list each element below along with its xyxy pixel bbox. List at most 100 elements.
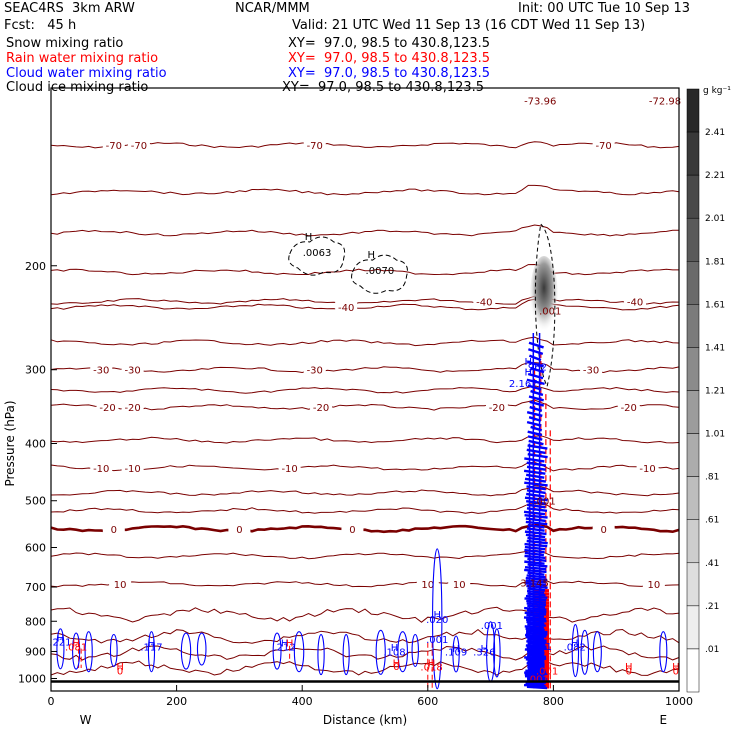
- axes: 0 200 400 600 800 100010009008007006005004003…: [3, 87, 693, 727]
- cloud-water-core: [526, 360, 544, 368]
- colorbar-swatch: [686, 174, 700, 219]
- x-tick-label: 200: [166, 695, 187, 708]
- cloud-water-contour: [411, 633, 419, 668]
- x-tick-label: 400: [292, 695, 313, 708]
- colorbar-label: 2.21: [705, 171, 725, 181]
- cloud-water-label: H: [571, 638, 579, 649]
- storm-label: -73.96: [524, 97, 556, 108]
- rain-label: .001: [536, 667, 558, 678]
- cloud-water-core: [524, 477, 547, 483]
- y-tick-label: 400: [25, 438, 46, 451]
- cloud-water-label: H: [481, 644, 489, 655]
- contour-label: -70: [595, 141, 611, 152]
- contour-label: -20: [124, 403, 140, 414]
- cloud-water-label: .001: [530, 642, 552, 653]
- cloud-water-core: [524, 513, 548, 519]
- cloud-water-core: [524, 648, 545, 653]
- cloud-water-core: [524, 611, 547, 616]
- init-time: Init: 00 UTC Tue 10 Sep 13: [518, 1, 691, 16]
- cloud-water-core: [524, 606, 547, 611]
- valid-time: Valid: 21 UTC Wed 11 Sep 13 (16 CDT Wed …: [292, 18, 646, 33]
- cloud-water-core: [527, 557, 547, 563]
- contour-line: [50, 184, 680, 196]
- field-snow-xy: XY= 97.0, 98.5 to 430.8,123.5: [288, 36, 491, 51]
- y-axis-label: Pressure (hPa): [3, 400, 17, 486]
- contour-line: [50, 399, 680, 411]
- rain-label: 0: [673, 667, 679, 678]
- colorbar-label: .21: [705, 602, 719, 612]
- contour-line: [50, 362, 680, 374]
- contour-label: -20: [621, 403, 637, 414]
- colorbar-swatch: [686, 648, 700, 693]
- cloud-water-core: [523, 510, 546, 516]
- colorbar-label: .81: [705, 473, 719, 483]
- colorbar-label: .61: [705, 516, 719, 526]
- colorbar-swatch: [686, 261, 700, 305]
- contour-line: [50, 523, 680, 534]
- cloud-water-core: [525, 682, 545, 686]
- cloud-water-label: .117: [140, 643, 162, 654]
- x-tick-label: 800: [543, 695, 564, 708]
- cloud-water-label: .326: [473, 648, 495, 659]
- contour-label-bg: [485, 401, 508, 414]
- cloud-water-core: [525, 627, 545, 632]
- contour-line: [50, 606, 680, 623]
- cloud-water-core: [526, 676, 548, 681]
- cloud-water-contour: [452, 635, 460, 673]
- cloud-water-label: .001: [481, 621, 503, 632]
- cloud-water-label: .108: [383, 648, 405, 659]
- contour-label-bg: [580, 363, 603, 376]
- contour-line: [50, 502, 680, 514]
- x-tick-label: 0: [48, 695, 55, 708]
- y-tick-label: 200: [25, 260, 46, 273]
- cloud-water-core: [527, 638, 547, 642]
- contour-label: 0: [349, 525, 355, 536]
- cloud-water-contour: [659, 631, 668, 673]
- cloud-water-label: H: [433, 610, 441, 621]
- contour-label: -10: [639, 464, 655, 475]
- contour-label-bg: [102, 139, 125, 152]
- contour-label: -30: [93, 366, 109, 377]
- rain-label: .001: [527, 674, 549, 685]
- cloud-water-core: [524, 566, 547, 571]
- cloud-water-core: [524, 548, 545, 554]
- contour-label-bg: [90, 363, 113, 376]
- contour-line: [50, 461, 680, 472]
- cloud-water-label: .020: [426, 615, 448, 626]
- temperature-contours: -70 -70 -70 -70-40 -40-40-30 -30 -30 -30-20 -20-…: [50, 139, 680, 676]
- contour-label: -30: [307, 366, 323, 377]
- forecast-hour: Fcst: 45 h: [4, 18, 77, 33]
- cloud-water-core: [528, 395, 544, 402]
- contour-label-bg: [473, 295, 496, 308]
- cloud-water-label: H: [148, 638, 156, 649]
- rain-label: H: [286, 638, 294, 649]
- cloud-water-core: [524, 673, 546, 677]
- colorbar-swatch: [686, 304, 700, 348]
- snow-contour: [534, 223, 556, 388]
- cloud-water-contour: [84, 631, 93, 673]
- contour-label: -40: [338, 303, 354, 314]
- cloud-ice-contour: [288, 236, 346, 276]
- contour-label: -20: [313, 403, 329, 414]
- contour-line: [50, 580, 680, 588]
- contour-label: -20: [99, 403, 115, 414]
- field-cloudwater-name: Cloud water mixing ratio: [6, 66, 167, 81]
- field-snow-name: Snow mixing ratio: [6, 36, 124, 51]
- cloud-water-core: [524, 496, 548, 502]
- colorbar-swatch: [686, 519, 700, 564]
- storm-label: H: [525, 367, 533, 378]
- contour-label-bg: [592, 139, 615, 152]
- cloud-water-core: [524, 542, 548, 548]
- cloud-water-core: [525, 669, 546, 674]
- contour-line: [50, 549, 680, 560]
- cloud-water-field: [56, 333, 668, 690]
- contour-line: [50, 628, 680, 644]
- plot-frame: [50, 87, 680, 692]
- field-cloudwater-xy: XY= 97.0, 98.5 to 430.8,123.5: [288, 66, 491, 81]
- rain-label: H: [428, 659, 436, 670]
- rain-label: H: [72, 638, 80, 649]
- contour-line: [50, 224, 680, 237]
- cloud-water-contour: [580, 629, 590, 675]
- colorbar-label: 1.01: [705, 430, 725, 440]
